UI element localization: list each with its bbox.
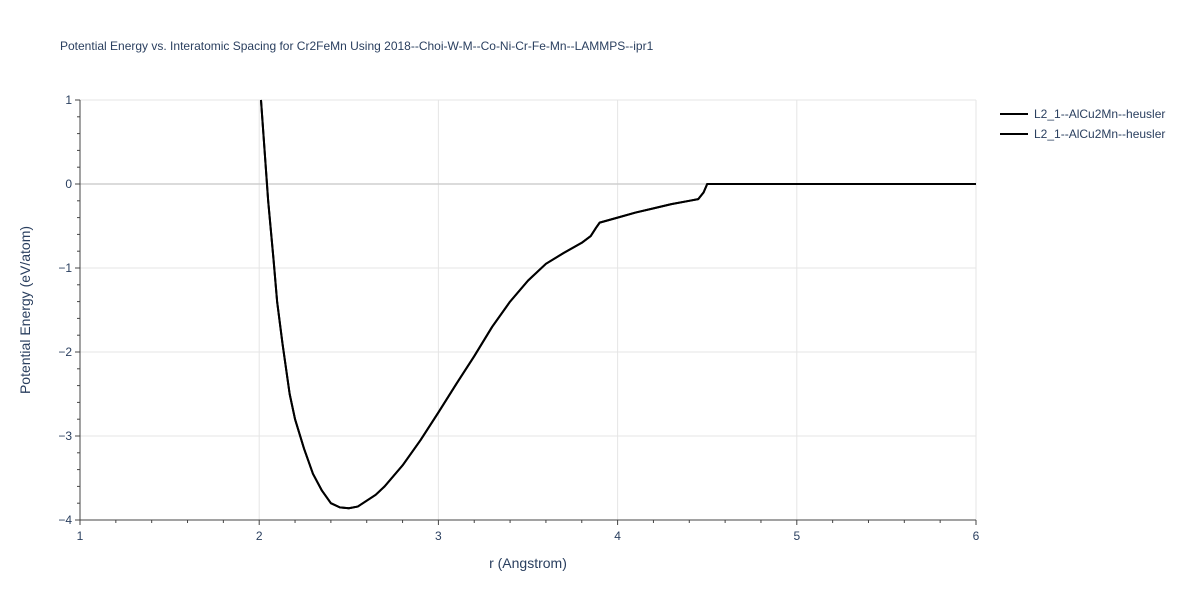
chart-title: Potential Energy vs. Interatomic Spacing… [60, 39, 654, 53]
y-tick-label: 1 [65, 93, 72, 107]
y-tick-label: −4 [58, 513, 72, 527]
y-tick-label: −3 [58, 429, 72, 443]
legend-item[interactable]: L2_1--AlCu2Mn--heusler [1000, 127, 1165, 141]
legend-label: L2_1--AlCu2Mn--heusler [1034, 127, 1165, 141]
x-tick-label: 3 [435, 529, 442, 543]
x-tick-label: 2 [256, 529, 263, 543]
y-tick-label: 0 [65, 177, 72, 191]
axes [75, 99, 977, 525]
x-axis-label: r (Angstrom) [489, 555, 567, 571]
legend[interactable]: L2_1--AlCu2Mn--heusler L2_1--AlCu2Mn--heu… [1000, 107, 1165, 141]
legend-label: L2_1--AlCu2Mn--heusler [1034, 107, 1165, 121]
tick-labels: 1 2 3 4 5 6 1 0 −1 −2 −3 −4 [58, 93, 979, 543]
x-tick-label: 1 [77, 529, 84, 543]
y-tick-label: −2 [58, 345, 72, 359]
y-axis-label: Potential Energy (eV/atom) [17, 226, 33, 394]
grid-lines [80, 99, 977, 520]
x-tick-label: 4 [614, 529, 621, 543]
series-lines [259, 99, 976, 510]
series-line-1 [259, 99, 976, 510]
legend-item[interactable]: L2_1--AlCu2Mn--heusler [1000, 107, 1165, 121]
x-tick-label: 6 [973, 529, 980, 543]
y-tick-label: −1 [58, 261, 72, 275]
series-line-2 [259, 99, 976, 510]
x-tick-label: 5 [793, 529, 800, 543]
